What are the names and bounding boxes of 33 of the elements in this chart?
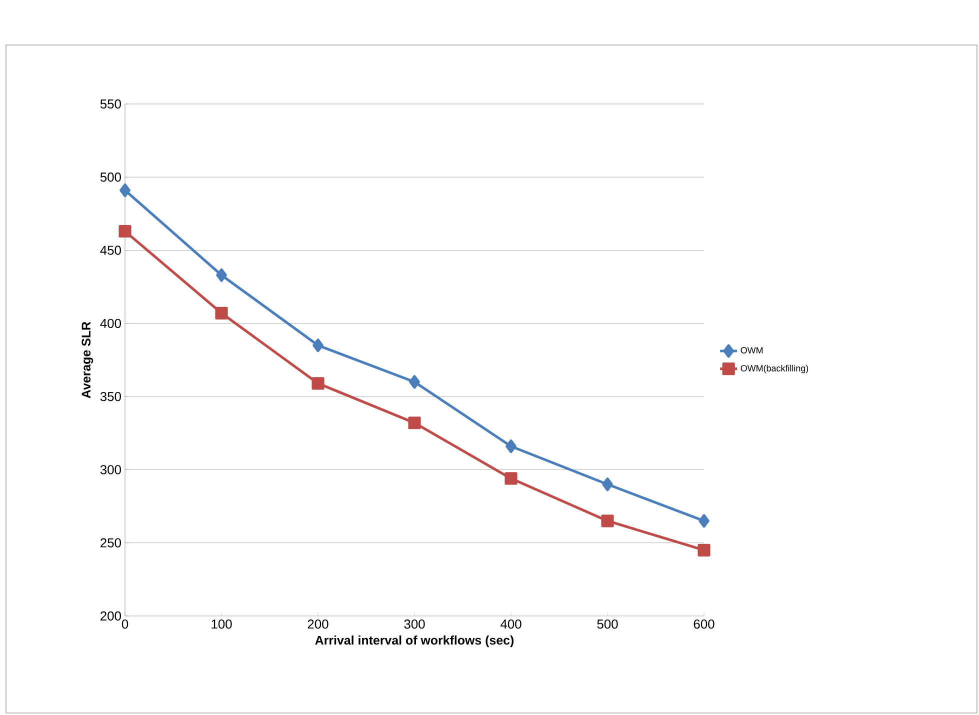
point	[409, 375, 420, 389]
y-tick-label: 400	[100, 318, 121, 328]
x-tick-label: 100	[212, 620, 232, 629]
y-tick-label: 200	[100, 611, 121, 621]
x-tick-label: 300	[404, 620, 425, 629]
point	[698, 544, 710, 556]
point	[602, 478, 613, 492]
point	[698, 514, 710, 528]
y-tick-label: 300	[100, 465, 121, 474]
point	[312, 377, 324, 390]
point	[118, 224, 132, 238]
point	[506, 439, 516, 454]
point	[504, 472, 518, 485]
y-tick-label: 550	[100, 99, 121, 109]
y-axis-title: Average SLR	[82, 322, 94, 398]
y-tick-label: 250	[100, 538, 121, 548]
x-tick-label: 500	[597, 620, 618, 629]
legend-label: OWM(backfilling)	[740, 364, 808, 374]
legend-label: OWM	[740, 347, 763, 354]
y-tick-label: 350	[100, 392, 121, 402]
point	[216, 268, 227, 282]
y-tick-label: 450	[100, 246, 121, 255]
x-tick-label: 400	[500, 620, 522, 629]
x-tick-label: 200	[308, 620, 328, 629]
point	[408, 416, 421, 430]
point	[601, 514, 614, 528]
point	[312, 338, 324, 352]
x-axis-title: Arrival interval of workflows (sec)	[315, 636, 514, 648]
y-tick-label: 500	[100, 172, 121, 182]
x-tick-label: 0	[122, 620, 128, 629]
point	[215, 306, 228, 320]
x-tick-label: 600	[694, 620, 714, 629]
point	[120, 183, 130, 198]
